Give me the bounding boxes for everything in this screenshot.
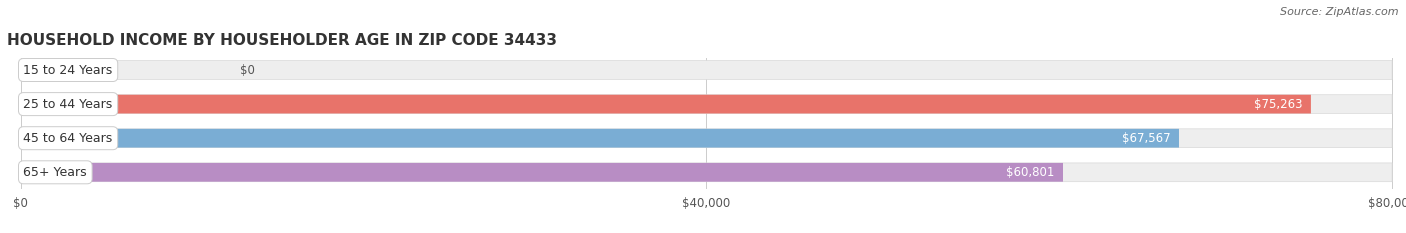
FancyBboxPatch shape [21, 129, 1392, 147]
Text: 65+ Years: 65+ Years [24, 166, 87, 179]
Text: HOUSEHOLD INCOME BY HOUSEHOLDER AGE IN ZIP CODE 34433: HOUSEHOLD INCOME BY HOUSEHOLDER AGE IN Z… [7, 34, 557, 48]
Text: $0: $0 [240, 64, 254, 76]
FancyBboxPatch shape [21, 163, 1392, 182]
FancyBboxPatch shape [21, 61, 1392, 79]
Text: $75,263: $75,263 [1254, 98, 1303, 111]
FancyBboxPatch shape [21, 163, 1063, 182]
FancyBboxPatch shape [21, 95, 1392, 113]
Text: Source: ZipAtlas.com: Source: ZipAtlas.com [1281, 7, 1399, 17]
Text: 15 to 24 Years: 15 to 24 Years [24, 64, 112, 76]
Text: 25 to 44 Years: 25 to 44 Years [24, 98, 112, 111]
Text: $67,567: $67,567 [1122, 132, 1171, 145]
FancyBboxPatch shape [21, 95, 1310, 113]
Text: 45 to 64 Years: 45 to 64 Years [24, 132, 112, 145]
FancyBboxPatch shape [21, 129, 1180, 147]
Text: $60,801: $60,801 [1007, 166, 1054, 179]
